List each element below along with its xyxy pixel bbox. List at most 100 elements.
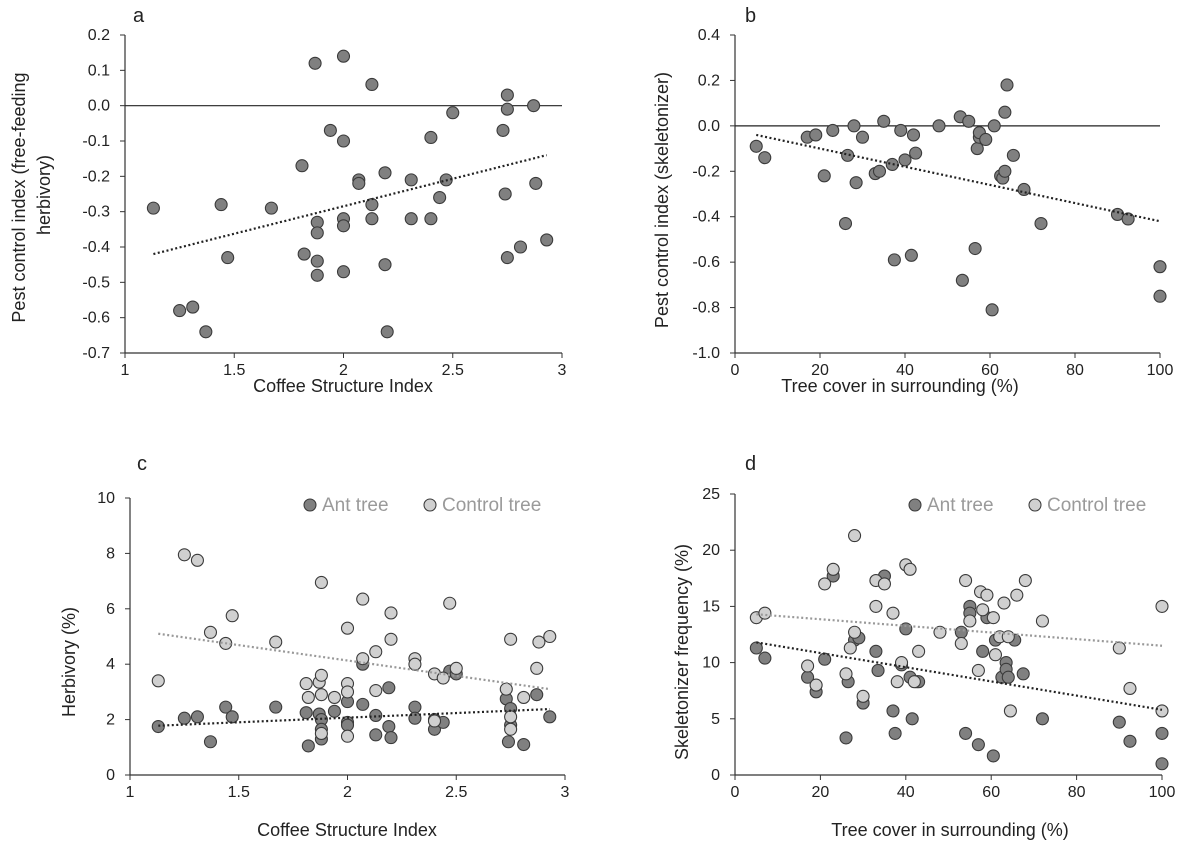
x-tick-label: 100 (1147, 362, 1174, 379)
x-tick-label: 0 (731, 362, 740, 379)
data-point (517, 737, 531, 752)
data-point (500, 102, 514, 116)
data-point (998, 164, 1012, 178)
trend-line (158, 632, 550, 691)
data-point (299, 706, 313, 720)
data-point (543, 710, 557, 724)
y-tick-label: 4 (106, 656, 115, 673)
data-point (369, 683, 383, 698)
data-point (987, 119, 1001, 133)
data-point (527, 99, 541, 113)
data-point (1155, 599, 1169, 613)
y-tick-label: 15 (702, 598, 720, 615)
data-point (968, 241, 982, 256)
legend: Ant tree Control tree (303, 495, 541, 516)
x-tick-label: 2 (339, 362, 348, 379)
y-tick-label: -0.6 (692, 254, 720, 271)
data-point (826, 123, 840, 137)
data-point (424, 212, 438, 226)
data-point (308, 56, 322, 70)
data-point (997, 596, 1011, 610)
data-point (933, 625, 947, 639)
data-point (839, 731, 853, 745)
y-tick-label: -0.1 (82, 133, 110, 150)
data-point (499, 682, 513, 696)
y-tick-label: 0.2 (88, 27, 110, 44)
data-point (758, 606, 772, 620)
data-point (749, 139, 763, 153)
data-point (352, 176, 366, 190)
y-tick-label: -0.3 (82, 204, 110, 221)
data-point (886, 704, 900, 718)
y-axis-label-b: Pest control index (skeletonizer) (652, 72, 672, 328)
data-point (199, 325, 213, 339)
data-point (980, 588, 994, 602)
series-control-tree (749, 529, 1169, 718)
y-tick-label: 0.0 (88, 98, 110, 115)
data-point (988, 648, 1003, 662)
data-point (899, 622, 913, 636)
data-point (838, 216, 853, 231)
y-tick-label: -0.4 (692, 209, 720, 226)
data-point (986, 611, 1000, 625)
y-tick-label: 20 (702, 542, 720, 559)
data-point (907, 675, 921, 689)
data-point (1017, 182, 1031, 197)
data-point (530, 661, 544, 675)
data-point (314, 668, 328, 682)
data-point (749, 641, 763, 655)
x-tick-label: 40 (896, 362, 914, 379)
data-point (1010, 588, 1024, 602)
data-point (1153, 289, 1167, 303)
y-tick-label: 6 (106, 601, 115, 618)
data-point (1016, 667, 1030, 681)
data-point (299, 677, 313, 691)
x-tick-label: 40 (897, 784, 915, 801)
data-point (301, 739, 315, 753)
x-axis-label-d: Tree cover in surrounding (%) (831, 820, 1068, 840)
data-point (404, 173, 418, 187)
data-point (264, 201, 278, 215)
data-point (295, 159, 309, 173)
data-point (898, 153, 912, 167)
data-point (269, 635, 283, 649)
data-point (365, 77, 379, 92)
data-point (1018, 573, 1032, 588)
data-point (356, 697, 370, 711)
legend-marker (1028, 498, 1042, 512)
data-point (384, 606, 398, 620)
data-point (877, 577, 892, 591)
data-point (408, 657, 422, 671)
x-tick-label: 60 (982, 784, 1000, 801)
data-point (443, 596, 457, 610)
data-point (500, 88, 514, 102)
data-point (1112, 715, 1126, 729)
data-point (979, 132, 993, 147)
data-point (221, 251, 235, 265)
data-point (225, 710, 239, 724)
x-tick-label: 2 (343, 784, 352, 801)
trend-line (153, 154, 547, 256)
data-point (151, 719, 165, 734)
data-point (912, 644, 926, 658)
legend-label: Ant tree (927, 495, 994, 516)
y-tick-label: -1.0 (692, 345, 720, 362)
x-tick-label: 60 (981, 362, 999, 379)
y-tick-label: -0.4 (82, 239, 110, 256)
data-point (932, 119, 946, 133)
data-point (384, 632, 398, 646)
panel-a: a Coffee Structure Index Pest control in… (9, 5, 567, 396)
data-point (758, 651, 772, 665)
data-point (1155, 704, 1169, 718)
x-tick-label: 1 (121, 362, 130, 379)
legend-marker (908, 498, 922, 512)
data-point (356, 592, 370, 606)
data-point (496, 123, 510, 137)
data-point (380, 325, 394, 339)
data-point (269, 700, 283, 714)
data-point (886, 606, 900, 620)
y-tick-label: -0.5 (82, 274, 110, 291)
x-tick-label: 2.5 (442, 362, 464, 379)
x-axis-label-a: Coffee Structure Index (253, 376, 433, 396)
